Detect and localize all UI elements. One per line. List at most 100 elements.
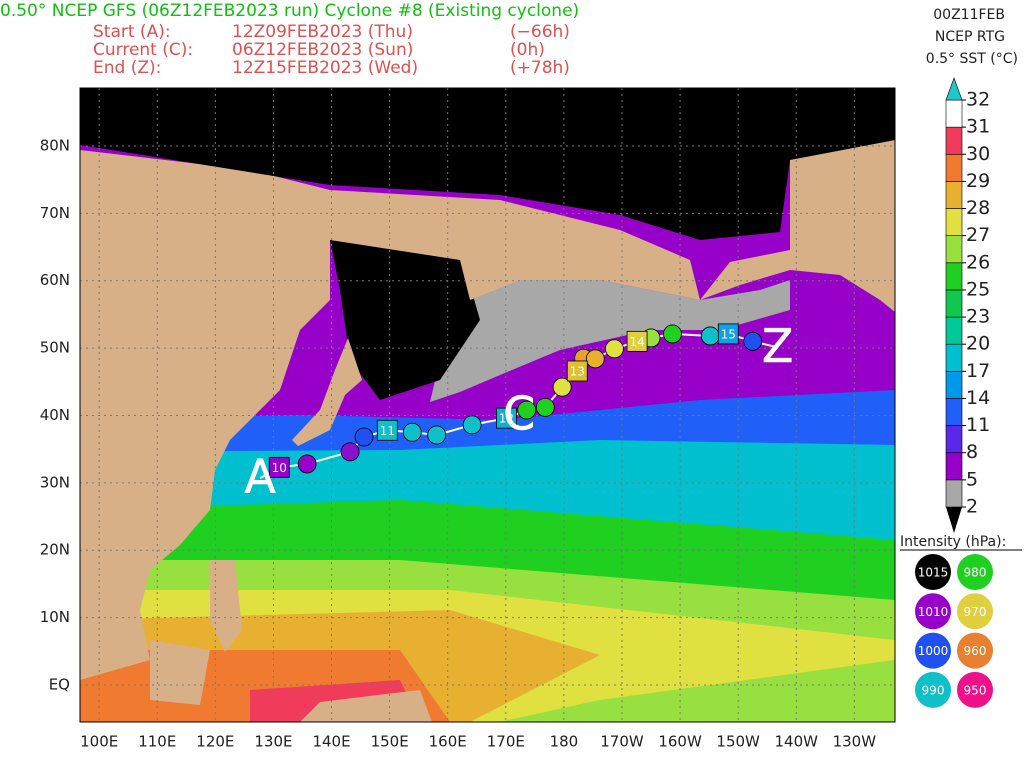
x-tick-label: 100E <box>80 733 118 751</box>
intensity-label: 970 <box>964 605 987 619</box>
intensity-swatch <box>915 554 951 590</box>
row-offset: (+78h) <box>510 58 570 78</box>
colorbar-swatch <box>945 153 963 182</box>
x-tick-label: 110E <box>138 733 176 751</box>
map-frame <box>79 87 896 723</box>
intensity-label: 1010 <box>918 605 949 619</box>
colorbar-label: 28 <box>966 197 990 219</box>
row-label: End (Z): <box>93 58 161 78</box>
day-label: 10 <box>272 461 287 475</box>
track-point <box>743 331 763 351</box>
track-point <box>297 454 317 474</box>
colorbar-label: 5 <box>966 468 978 490</box>
day-label: 11 <box>380 424 395 438</box>
day-label: 15 <box>721 327 736 341</box>
colorbar-swatch <box>945 343 963 372</box>
arctic-ice <box>80 88 895 240</box>
colorbar-swatch <box>945 289 963 318</box>
colorbar-swatch <box>945 262 963 291</box>
colorbar-swatch <box>945 126 963 155</box>
colorbar-label: 14 <box>966 387 990 409</box>
track-marker: C <box>503 386 535 440</box>
y-tick-label: 40N <box>40 406 70 424</box>
colorbar-swatch <box>945 398 963 426</box>
x-tick-label: 120E <box>196 733 234 751</box>
x-tick-label: 160E <box>429 733 467 751</box>
colorbar-label: 27 <box>966 224 990 246</box>
intensity-label: 950 <box>964 683 987 697</box>
track-point <box>535 397 555 417</box>
ice-edge-sea <box>430 280 790 402</box>
row-offset: (0h) <box>510 40 545 60</box>
borneo-land <box>150 640 210 705</box>
y-tick-label: 10N <box>40 608 70 626</box>
colorbar-label: 20 <box>966 333 990 355</box>
philippines-land <box>210 560 242 652</box>
intensity-label: 1015 <box>918 566 949 580</box>
colorbar-label: 8 <box>966 441 978 463</box>
y-tick-label: 30N <box>40 473 70 491</box>
y-tick-label: 50N <box>40 339 70 357</box>
intensity-swatch <box>957 554 993 590</box>
intensity-title: Intensity (hPa): <box>900 534 1006 550</box>
y-tick-label: 70N <box>40 204 70 222</box>
track-point <box>552 377 572 397</box>
track-point <box>663 324 682 344</box>
colorbar-swatch <box>945 99 963 128</box>
track-point <box>427 425 447 445</box>
colorbar-label: 31 <box>966 116 990 138</box>
intensity-swatch <box>915 671 951 708</box>
colorbar-under <box>946 507 962 533</box>
day-label: 12 <box>499 412 514 426</box>
intensity-swatch <box>915 632 951 669</box>
colorbar-swatch <box>945 452 963 481</box>
colorbar-swatch <box>945 208 963 236</box>
track-point <box>354 427 374 447</box>
colorbar-label: 32 <box>966 89 990 111</box>
intensity-swatch <box>915 593 951 630</box>
day-marker <box>626 330 648 352</box>
colorbar-label: 11 <box>966 414 990 436</box>
okhotsk-sea <box>330 240 480 400</box>
sst-info: NCEP RTG <box>935 29 1005 45</box>
track-point <box>517 400 537 420</box>
x-tick-label: 140E <box>312 733 350 751</box>
row-date: 12Z15FEB2023 (Wed) <box>232 58 418 78</box>
x-tick-label: 130E <box>254 733 292 751</box>
colorbar-swatch <box>945 371 963 399</box>
day-marker <box>495 407 517 429</box>
colorbar-label: 23 <box>966 306 990 328</box>
title: 0.50° NCEP GFS (06Z12FEB2023 run) Cyclon… <box>0 1 579 21</box>
x-tick-label: 170W <box>600 733 644 751</box>
row-label: Current (C): <box>93 40 193 60</box>
x-tick-label: 160W <box>658 733 702 751</box>
map-area: 10 11 12 13 14 15 A C Z <box>80 88 895 722</box>
colorbar-label: 17 <box>966 360 990 382</box>
y-tick-label: 20N <box>40 541 70 559</box>
colorbar-swatch <box>945 181 963 209</box>
track-point <box>340 442 360 462</box>
y-tick-label: 60N <box>40 271 70 289</box>
colorbar-label: 29 <box>966 170 990 192</box>
day-label: 14 <box>629 335 644 349</box>
row-date: 12Z09FEB2023 (Thu) <box>232 22 413 42</box>
day-marker <box>376 419 398 441</box>
track-point <box>462 415 482 435</box>
row-label: Start (A): <box>93 22 171 42</box>
track-point <box>700 326 720 346</box>
intensity-label: 980 <box>964 566 987 580</box>
x-tick-label: 170E <box>487 733 525 751</box>
intensity-swatch <box>957 593 993 630</box>
x-tick-label: 130W <box>833 733 877 751</box>
colorbar-label: 30 <box>966 143 990 165</box>
colorbar-swatch <box>945 316 963 345</box>
asia-land <box>80 150 700 680</box>
day-marker <box>566 360 588 382</box>
x-tick-label: 150E <box>371 733 409 751</box>
intensity-label: 960 <box>964 644 987 658</box>
japan-land <box>292 338 362 446</box>
row-offset: (−66h) <box>510 22 570 42</box>
day-label: 13 <box>570 364 585 378</box>
colorbar-swatch <box>945 235 963 264</box>
x-tick-label: 180 <box>550 733 579 751</box>
